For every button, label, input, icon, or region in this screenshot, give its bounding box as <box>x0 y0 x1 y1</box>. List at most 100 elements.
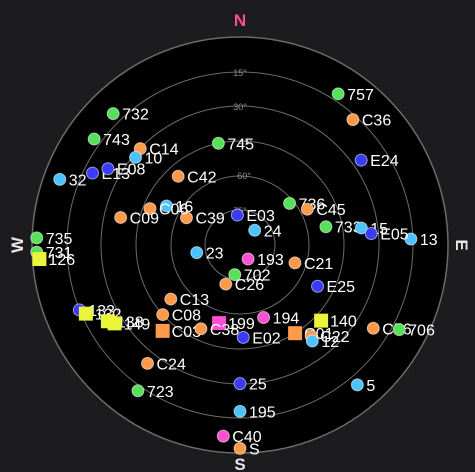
satellite-label-706: 706 <box>408 323 435 340</box>
satellite-marker-C36[interactable] <box>346 113 360 127</box>
satellite-label-E25: E25 <box>327 279 356 296</box>
satellite-label-23: 23 <box>206 246 224 263</box>
satellite-label-10: 10 <box>145 150 163 167</box>
satellite-label-194: 194 <box>273 311 300 328</box>
satellite-marker-743[interactable] <box>87 132 101 146</box>
satellite-marker-C06[interactable] <box>143 202 157 216</box>
satellite-label-C42: C42 <box>187 169 216 186</box>
satellite-label-C38: C38 <box>210 322 239 339</box>
satellite-marker-702[interactable] <box>228 268 242 282</box>
satellite-marker-13[interactable] <box>404 232 418 246</box>
satellite-marker-732[interactable] <box>106 107 120 121</box>
satellite-label-5: 5 <box>366 378 375 395</box>
satellite-label-E02: E02 <box>252 330 281 347</box>
satellite-marker-C38[interactable] <box>194 322 208 336</box>
satellite-label-733: 733 <box>335 220 362 237</box>
satellite-marker-C45[interactable] <box>300 202 314 216</box>
cardinal-north: N <box>234 11 246 30</box>
satellite-marker-10[interactable] <box>129 150 143 164</box>
satellite-marker-C01[interactable] <box>288 326 303 341</box>
satellite-layer: 743732757C36C14745E13E0810E2432C42736C45… <box>30 87 438 458</box>
satellite-marker-C40[interactable] <box>216 429 230 443</box>
satellite-label-S: S <box>249 441 260 458</box>
satellite-label-757: 757 <box>347 87 374 104</box>
satellite-label-C22: C22 <box>320 329 349 346</box>
satellite-marker-194[interactable] <box>257 311 271 325</box>
satellite-label-E24: E24 <box>370 153 399 170</box>
satellite-marker-C21[interactable] <box>288 256 302 270</box>
satellite-label-126: 126 <box>48 252 75 269</box>
satellite-label-723: 723 <box>147 384 174 401</box>
satellite-marker-745[interactable] <box>211 136 225 150</box>
satellite-marker-5[interactable] <box>350 378 364 392</box>
satellite-label-C13: C13 <box>180 292 209 309</box>
satellite-marker-E08[interactable] <box>101 162 115 176</box>
satellite-label-25: 25 <box>249 377 267 394</box>
ring-label-45: 45° <box>239 137 253 147</box>
satellite-label-C06: C06 <box>159 202 188 219</box>
satellite-marker-149[interactable] <box>107 316 122 331</box>
satellite-marker-C03[interactable] <box>155 323 170 338</box>
satellite-marker-736[interactable] <box>283 196 297 210</box>
satellite-label-E05: E05 <box>380 227 409 244</box>
satellite-label-C26: C26 <box>235 277 264 294</box>
satellite-marker-E13[interactable] <box>86 166 100 180</box>
satellite-marker-32[interactable] <box>53 172 67 186</box>
satellite-marker-C42[interactable] <box>171 169 185 183</box>
satellite-marker-E02[interactable] <box>236 330 250 344</box>
satellite-label-C14: C14 <box>149 142 178 159</box>
satellite-marker-C13[interactable] <box>164 292 178 306</box>
satellite-marker-C24[interactable] <box>141 356 155 370</box>
satellite-marker-E25[interactable] <box>311 279 325 293</box>
satellite-marker-24[interactable] <box>248 223 262 237</box>
satellite-marker-E24[interactable] <box>354 153 368 167</box>
satellite-label-138: 138 <box>117 314 144 331</box>
elevation-ring-45 <box>135 140 345 350</box>
satellite-label-140: 140 <box>330 314 357 331</box>
satellite-marker-126[interactable] <box>32 252 47 267</box>
satellite-marker-E05[interactable] <box>364 227 378 241</box>
satellite-label-745: 745 <box>227 136 254 153</box>
satellite-label-24: 24 <box>264 223 282 240</box>
satellite-marker-C09[interactable] <box>114 210 128 224</box>
ring-label-30: 30° <box>233 102 247 112</box>
cardinal-west: W <box>8 236 27 253</box>
satellite-marker-757[interactable] <box>331 87 345 101</box>
satellite-marker-132[interactable] <box>78 306 93 321</box>
satellite-label-C39: C39 <box>195 211 224 228</box>
satellite-marker-C39[interactable] <box>179 211 193 225</box>
satellite-marker-E03[interactable] <box>230 208 244 222</box>
ring-label-15: 15° <box>233 68 247 78</box>
satellite-marker-S[interactable] <box>233 441 247 455</box>
satellite-marker-25[interactable] <box>233 377 247 391</box>
satellite-label-12: 12 <box>321 334 339 351</box>
satellite-label-16: 16 <box>176 199 194 216</box>
satellite-marker-15[interactable] <box>354 221 368 235</box>
satellite-marker-140[interactable] <box>314 313 329 328</box>
satellite-marker-C08[interactable] <box>156 308 170 322</box>
satellite-label-732: 732 <box>122 107 149 124</box>
satellite-label-C03: C03 <box>172 324 201 341</box>
satellite-label-C45: C45 <box>316 202 345 219</box>
satellite-marker-16[interactable] <box>160 199 174 213</box>
satellite-label-C21: C21 <box>304 256 333 273</box>
satellite-marker-12[interactable] <box>305 334 319 348</box>
satellite-label-E03: E03 <box>246 208 275 225</box>
satellite-label-193: 193 <box>257 252 284 269</box>
satellite-marker-C26[interactable] <box>219 277 233 291</box>
satellite-marker-23[interactable] <box>190 246 204 260</box>
satellite-label-731: 731 <box>46 245 73 262</box>
elevation-ring-60 <box>170 175 310 315</box>
satellite-label-702: 702 <box>244 268 271 285</box>
satellite-label-735: 735 <box>46 231 73 248</box>
satellite-marker-733[interactable] <box>319 220 333 234</box>
satellite-marker-735[interactable] <box>30 231 44 245</box>
satellite-marker-C56[interactable] <box>366 321 380 335</box>
satellite-label-C40: C40 <box>232 429 261 446</box>
satellite-marker-706[interactable] <box>392 323 406 337</box>
satellite-marker-723[interactable] <box>131 384 145 398</box>
satellite-label-C36: C36 <box>362 113 391 130</box>
satellite-marker-199[interactable] <box>212 316 227 331</box>
satellite-marker-193[interactable] <box>241 252 255 266</box>
satellite-marker-195[interactable] <box>233 404 247 418</box>
